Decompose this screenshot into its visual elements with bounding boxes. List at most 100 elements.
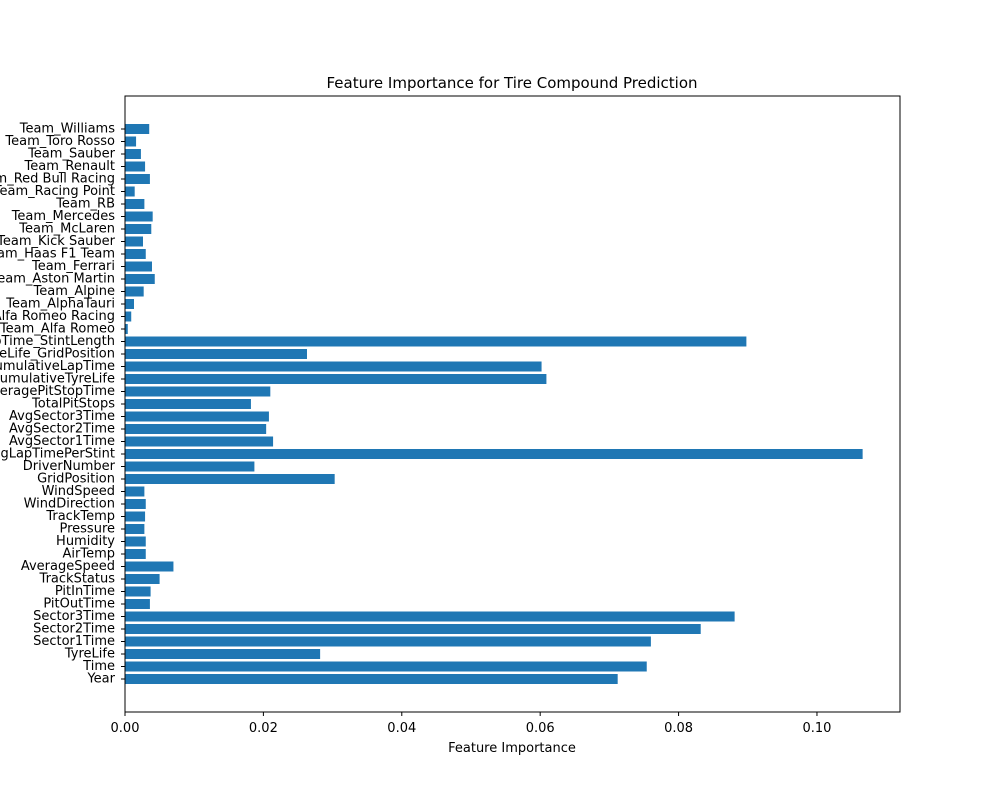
bar bbox=[125, 224, 152, 234]
bar bbox=[125, 149, 141, 159]
y-tick-label: AvgSector1Time bbox=[9, 434, 115, 449]
y-tick-label: GridPosition bbox=[37, 472, 115, 487]
x-tick-label: 0.04 bbox=[387, 721, 416, 736]
y-tick-label: AvgSector2Time bbox=[9, 422, 115, 437]
y-tick-label: Team_Alpine bbox=[33, 284, 115, 299]
x-tick-label: 0.08 bbox=[664, 721, 693, 736]
bar bbox=[125, 311, 132, 322]
y-tick-label: Team_Alfa Romeo Racing bbox=[0, 309, 115, 324]
bar bbox=[125, 586, 151, 597]
bar bbox=[125, 574, 160, 584]
y-tick-label: Team_Red Bull Racing bbox=[0, 172, 115, 187]
bar bbox=[125, 624, 701, 634]
y-tick-label: AvgLapTimePerStint bbox=[0, 447, 115, 462]
y-tick-label: WindSpeed bbox=[42, 484, 115, 499]
y-tick-label: TotalPitStops bbox=[31, 397, 115, 412]
y-tick-label: Team_Renault bbox=[24, 159, 115, 174]
y-tick-label: Pressure bbox=[59, 522, 115, 537]
y-tick-label: Team_Ferrari bbox=[31, 259, 115, 274]
y-tick-label: Team_Aston Martin bbox=[0, 272, 115, 287]
bar bbox=[125, 486, 145, 497]
bar bbox=[125, 136, 137, 147]
y-tick-label: PitOutTime bbox=[43, 597, 115, 612]
y-tick-label: AverageSpeed bbox=[21, 559, 115, 574]
bar bbox=[125, 561, 174, 572]
x-tick-label: 0.00 bbox=[111, 721, 140, 736]
y-tick-label: Sector1Time bbox=[33, 634, 115, 649]
bar bbox=[125, 549, 146, 559]
bar bbox=[125, 174, 150, 184]
y-tick-label: Team_Racing Point bbox=[0, 184, 115, 199]
bar bbox=[125, 286, 144, 297]
bar bbox=[125, 199, 145, 209]
y-tick-label: Team_McLaren bbox=[18, 222, 115, 237]
bar bbox=[125, 661, 647, 672]
plot-frame bbox=[124, 95, 901, 713]
bar bbox=[125, 499, 146, 509]
bar bbox=[125, 424, 267, 434]
y-tick-label: Time bbox=[82, 659, 115, 674]
y-tick-label: Year bbox=[86, 672, 115, 687]
chart-title: Feature Importance for Tire Compound Pre… bbox=[326, 74, 697, 92]
bar bbox=[125, 636, 651, 647]
bar bbox=[125, 261, 152, 272]
bar bbox=[125, 649, 321, 659]
bar bbox=[125, 361, 542, 372]
bar bbox=[125, 236, 143, 247]
bar bbox=[125, 599, 150, 609]
y-tick-label: WindDirection bbox=[24, 497, 115, 512]
y-tick-label: Team_AlphaTauri bbox=[5, 297, 115, 312]
bar bbox=[125, 399, 251, 409]
y-axis-ticks: YearTimeTyreLifeSector1TimeSector2TimeSe… bbox=[0, 122, 125, 687]
y-tick-label: Sector3Time bbox=[33, 609, 115, 624]
bar bbox=[125, 336, 747, 347]
y-tick-label: AirTemp bbox=[63, 547, 116, 562]
x-axis-ticks: 0.00 0.02 0.04 0.06 0.08 0.10 bbox=[111, 712, 831, 736]
x-tick-label: 0.10 bbox=[802, 721, 831, 736]
bar bbox=[125, 674, 618, 684]
bar bbox=[125, 374, 547, 384]
y-tick-label: CumulativeLapTime bbox=[0, 359, 115, 374]
bar bbox=[125, 186, 135, 197]
bar bbox=[125, 449, 863, 459]
y-tick-label: TyreLife bbox=[64, 647, 115, 662]
y-tick-label: AvgSector3Time bbox=[9, 409, 115, 424]
y-tick-label: TrackTemp bbox=[45, 509, 115, 524]
x-axis-label: Feature Importance bbox=[448, 741, 576, 756]
bar bbox=[125, 524, 145, 534]
bars-group bbox=[125, 124, 863, 684]
bar bbox=[125, 411, 269, 422]
bar bbox=[125, 349, 307, 359]
y-tick-label: Sector2Time bbox=[33, 622, 115, 637]
y-tick-label: Team_Haas F1 Team bbox=[0, 247, 115, 262]
bar bbox=[125, 474, 335, 484]
y-tick-label: Team_Mercedes bbox=[11, 209, 116, 224]
bar bbox=[125, 386, 271, 397]
bar bbox=[125, 249, 146, 259]
y-tick-label: CumulativeTyreLife bbox=[0, 372, 115, 387]
bar bbox=[125, 461, 255, 472]
y-tick-label: Humidity bbox=[56, 534, 115, 549]
y-tick-label: AveragePitStopTime bbox=[0, 384, 115, 399]
y-tick-label: LapTime_StintLength bbox=[0, 334, 115, 349]
x-tick-label: 0.06 bbox=[526, 721, 555, 736]
y-tick-label: Team_Sauber bbox=[27, 147, 116, 162]
y-tick-label: Team_Alfa Romeo bbox=[0, 322, 115, 337]
bar bbox=[125, 161, 146, 172]
y-tick-label: DriverNumber bbox=[23, 459, 116, 474]
bar bbox=[125, 299, 134, 309]
bar bbox=[125, 436, 274, 447]
bar bbox=[125, 536, 146, 547]
bar bbox=[125, 124, 150, 134]
bar bbox=[125, 611, 735, 622]
y-tick-label: TrackStatus bbox=[39, 572, 116, 587]
y-tick-label: Team_Williams bbox=[19, 122, 116, 137]
bar bbox=[125, 324, 128, 334]
y-tick-label: PitInTime bbox=[55, 584, 115, 599]
y-tick-label: TyreLife_GridPosition bbox=[0, 347, 115, 362]
bar bbox=[125, 211, 153, 222]
bar bbox=[125, 274, 155, 284]
y-tick-label: Team_Toro Rosso bbox=[4, 134, 115, 149]
